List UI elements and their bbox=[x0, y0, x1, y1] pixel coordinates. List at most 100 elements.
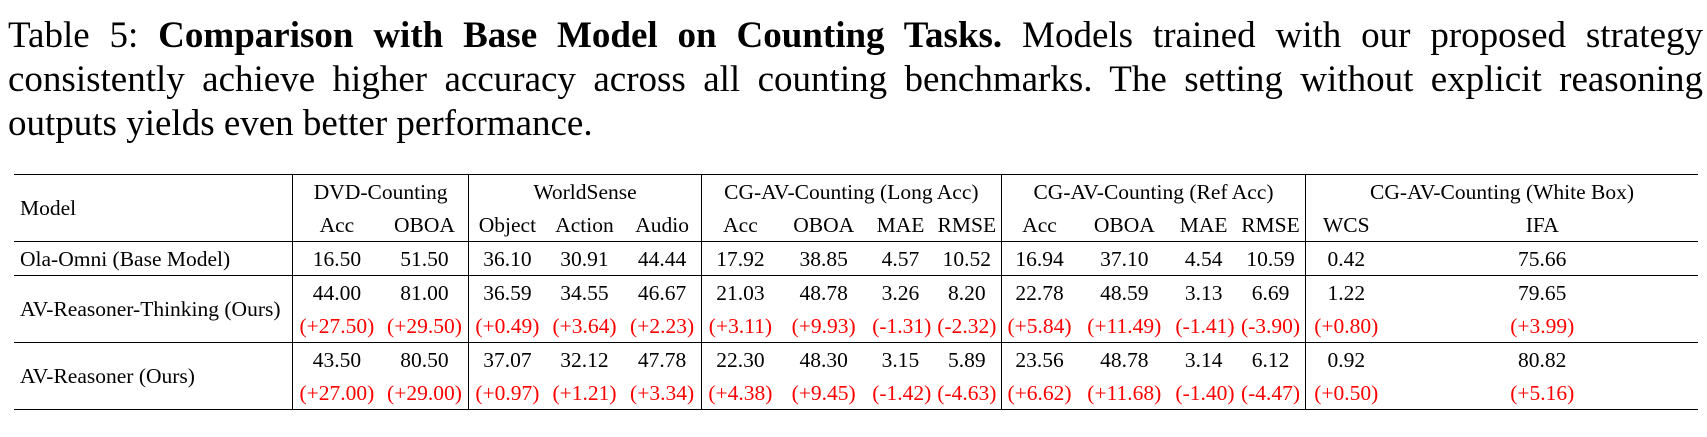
cell-value: 10.59 bbox=[1235, 241, 1307, 276]
table-row: Ola-Omni (Base Model) 16.50 51.50 36.10 … bbox=[14, 241, 1698, 276]
subheader: WCS bbox=[1322, 212, 1370, 237]
delta-value: (-4.47) bbox=[1235, 376, 1307, 410]
delta-value: (+27.50) bbox=[299, 313, 375, 338]
subheader: Acc bbox=[1022, 212, 1057, 237]
group-header: DVD-Counting bbox=[292, 174, 470, 208]
caption-prefix: Table 5: bbox=[8, 15, 159, 56]
cell-value: 16.50 bbox=[292, 241, 381, 276]
delta-value: (+5.84) bbox=[1007, 313, 1072, 338]
subheader: Action bbox=[555, 212, 614, 237]
cell-value: 6.69 bbox=[1235, 275, 1307, 309]
cell-value: 80.82 bbox=[1386, 342, 1698, 376]
cell-value: 1.22 bbox=[1305, 275, 1387, 309]
delta-value: (-2.32) bbox=[932, 309, 1002, 343]
cell-value: 10.52 bbox=[932, 241, 1002, 276]
delta-value: (+3.11) bbox=[708, 313, 773, 338]
cell-value: 3.14 bbox=[1171, 342, 1236, 376]
delta-value: (+0.80) bbox=[1314, 313, 1379, 338]
subheader: Object bbox=[478, 212, 537, 237]
cell-value: 80.50 bbox=[380, 342, 470, 376]
cell-value: 0.92 bbox=[1305, 342, 1387, 376]
cell-value: 5.89 bbox=[932, 342, 1002, 376]
group-header: WorldSense bbox=[468, 174, 702, 208]
subheader-row: Acc OBOA Object Action Audio Acc OBOA MA… bbox=[14, 208, 1698, 242]
subheader: OBOA bbox=[793, 212, 855, 237]
cell-value: 75.66 bbox=[1386, 241, 1698, 276]
cell-value: 44.44 bbox=[623, 241, 702, 276]
delta-value: (+27.00) bbox=[299, 380, 375, 405]
cell-value: 48.78 bbox=[779, 275, 869, 309]
delta-value: (+3.34) bbox=[623, 376, 702, 410]
model-name: Ola-Omni (Base Model) bbox=[14, 241, 294, 276]
delta-value: (+29.50) bbox=[380, 309, 470, 343]
delta-value: (+29.00) bbox=[380, 376, 470, 410]
delta-value: (+1.21) bbox=[552, 380, 617, 405]
cell-value: 37.07 bbox=[468, 342, 546, 376]
delta-value: (+0.97) bbox=[475, 380, 540, 405]
cell-value: 22.78 bbox=[1001, 275, 1078, 309]
delta-value: (+3.64) bbox=[552, 313, 617, 338]
subheader: IFA bbox=[1525, 212, 1559, 237]
delta-value: (+0.49) bbox=[475, 313, 540, 338]
delta-value: (+11.49) bbox=[1087, 313, 1162, 338]
model-name: AV-Reasoner-Thinking (Ours) bbox=[14, 275, 294, 343]
subheader: Audio bbox=[623, 208, 702, 242]
group-header: CG-AV-Counting (White Box) bbox=[1370, 179, 1635, 204]
delta-value: (+2.23) bbox=[623, 309, 702, 343]
cell-value: 79.65 bbox=[1386, 275, 1698, 309]
delta-value: (+6.62) bbox=[1007, 380, 1072, 405]
delta-value: (-1.31) bbox=[872, 313, 932, 338]
cell-value: 43.50 bbox=[292, 342, 381, 376]
cell-value: 30.91 bbox=[545, 241, 624, 276]
subheader: OBOA bbox=[380, 208, 470, 242]
results-table: Model DVD-Counting WorldSense CG-AV-Coun… bbox=[14, 174, 1698, 410]
cell-value: 23.56 bbox=[1001, 342, 1078, 376]
cell-value: 46.67 bbox=[623, 275, 702, 309]
cell-value: 0.42 bbox=[1305, 241, 1387, 276]
group-header: CG-AV-Counting (Long Acc) bbox=[701, 174, 1002, 208]
subheader: Acc bbox=[319, 212, 355, 237]
subheader: Acc bbox=[723, 212, 758, 237]
delta-value: (+4.38) bbox=[708, 380, 773, 405]
cell-value: 38.85 bbox=[779, 241, 869, 276]
delta-value: (-1.40) bbox=[1175, 380, 1235, 405]
delta-value: (+0.50) bbox=[1314, 380, 1379, 405]
cell-value: 47.78 bbox=[623, 342, 702, 376]
table-caption: Table 5: Comparison with Base Model on C… bbox=[8, 14, 1703, 146]
cell-value: 4.54 bbox=[1171, 241, 1236, 276]
cell-value: 51.50 bbox=[380, 241, 470, 276]
cell-value: 48.30 bbox=[779, 342, 869, 376]
caption-body: Models trained with our proposed strateg… bbox=[8, 15, 1703, 144]
cell-value: 8.20 bbox=[932, 275, 1002, 309]
delta-row: (+27.00) (+29.00) (+0.97) (+1.21) (+3.34… bbox=[14, 376, 1698, 410]
delta-value: (-1.41) bbox=[1175, 313, 1235, 338]
cell-value: 3.15 bbox=[868, 342, 933, 376]
delta-value: (+9.45) bbox=[791, 380, 856, 405]
subheader: RMSE bbox=[1235, 208, 1307, 242]
delta-value: (+5.16) bbox=[1510, 380, 1575, 405]
delta-value: (-3.90) bbox=[1235, 309, 1307, 343]
delta-row: (+27.50) (+29.50) (+0.49) (+3.64) (+2.23… bbox=[14, 309, 1698, 343]
cell-value: 3.13 bbox=[1171, 275, 1236, 309]
subheader: MAE bbox=[1179, 212, 1228, 237]
model-name: AV-Reasoner (Ours) bbox=[14, 342, 294, 410]
cell-value: 17.92 bbox=[701, 241, 780, 276]
table-row: AV-Reasoner-Thinking (Ours) 44.00 81.00 … bbox=[14, 275, 1698, 343]
group-header: CG-AV-Counting (Ref Acc) bbox=[1001, 174, 1307, 208]
cell-value: 22.30 bbox=[701, 342, 780, 376]
delta-value: (-1.42) bbox=[872, 380, 932, 405]
model-header: Model bbox=[14, 174, 294, 242]
cell-value: 36.10 bbox=[468, 241, 546, 276]
cell-value: 6.12 bbox=[1235, 342, 1307, 376]
cell-value: 37.10 bbox=[1077, 241, 1172, 276]
subheader: MAE bbox=[876, 212, 925, 237]
delta-value: (-4.63) bbox=[932, 376, 1002, 410]
cell-value: 16.94 bbox=[1001, 241, 1078, 276]
cell-value: 3.26 bbox=[868, 275, 933, 309]
group-header-row: Model DVD-Counting WorldSense CG-AV-Coun… bbox=[14, 174, 1698, 242]
cell-value: 32.12 bbox=[545, 342, 624, 376]
caption-title: Comparison with Base Model on Counting T… bbox=[158, 15, 1003, 56]
delta-value: (+9.93) bbox=[791, 313, 856, 338]
cell-value: 21.03 bbox=[701, 275, 780, 309]
